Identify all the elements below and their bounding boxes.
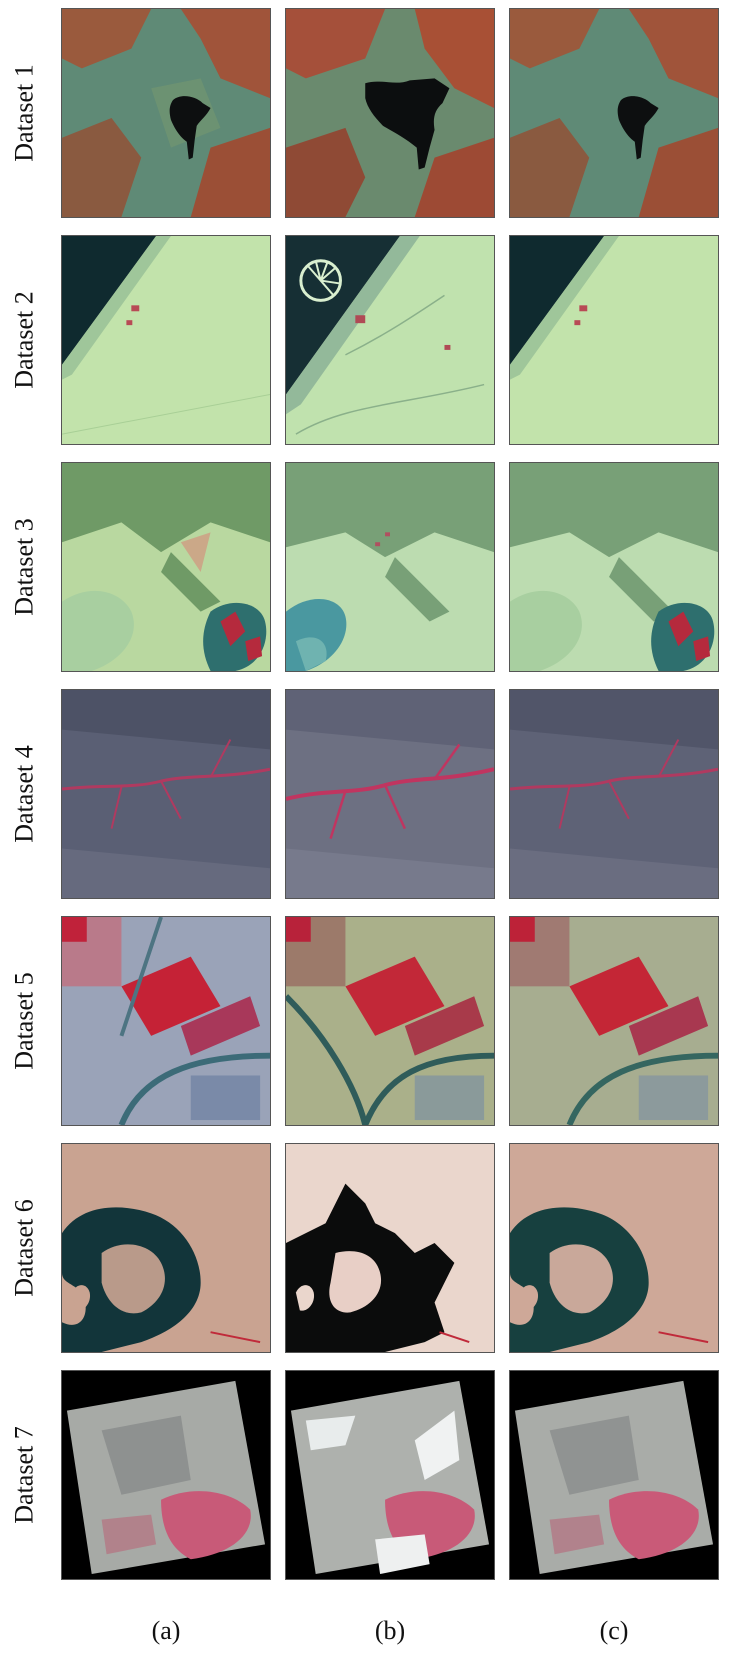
row-label-text: Dataset 2 bbox=[10, 291, 39, 389]
image-dataset5-b bbox=[285, 916, 495, 1126]
image-dataset2-b bbox=[285, 235, 495, 445]
row-label-text: Dataset 6 bbox=[10, 1199, 39, 1297]
image-dataset3-a bbox=[61, 462, 271, 672]
column-label-a: (a) bbox=[151, 1616, 181, 1645]
image-dataset4-b bbox=[285, 689, 495, 899]
row-label-dataset-6: Dataset 6 bbox=[0, 1143, 50, 1353]
image-dataset7-b bbox=[285, 1370, 495, 1580]
image-dataset2-a bbox=[61, 235, 271, 445]
row-label-dataset-4: Dataset 4 bbox=[0, 689, 50, 899]
image-dataset5-c bbox=[509, 916, 719, 1126]
row-label-text: Dataset 5 bbox=[10, 972, 39, 1070]
row-label-text: Dataset 7 bbox=[10, 1426, 39, 1524]
image-dataset5-a bbox=[61, 916, 271, 1126]
row-label-dataset-2: Dataset 2 bbox=[0, 235, 50, 445]
image-dataset1-b bbox=[285, 8, 495, 218]
column-label-c: (c) bbox=[599, 1616, 629, 1645]
image-dataset6-c bbox=[509, 1143, 719, 1353]
image-dataset2-c bbox=[509, 235, 719, 445]
row-label-text: Dataset 4 bbox=[10, 745, 39, 843]
image-dataset4-c bbox=[509, 689, 719, 899]
image-dataset6-b bbox=[285, 1143, 495, 1353]
image-dataset1-c bbox=[509, 8, 719, 218]
row-label-dataset-3: Dataset 3 bbox=[0, 462, 50, 672]
image-dataset7-c bbox=[509, 1370, 719, 1580]
image-dataset3-b bbox=[285, 462, 495, 672]
column-label-b: (b) bbox=[374, 1616, 406, 1645]
row-label-dataset-7: Dataset 7 bbox=[0, 1370, 50, 1580]
image-dataset6-a bbox=[61, 1143, 271, 1353]
image-dataset4-a bbox=[61, 689, 271, 899]
image-dataset7-a bbox=[61, 1370, 271, 1580]
image-dataset3-c bbox=[509, 462, 719, 672]
image-dataset1-a bbox=[61, 8, 271, 218]
row-label-dataset-1: Dataset 1 bbox=[0, 8, 50, 218]
row-label-text: Dataset 1 bbox=[10, 64, 39, 162]
row-label-dataset-5: Dataset 5 bbox=[0, 916, 50, 1126]
row-label-text: Dataset 3 bbox=[10, 518, 39, 616]
